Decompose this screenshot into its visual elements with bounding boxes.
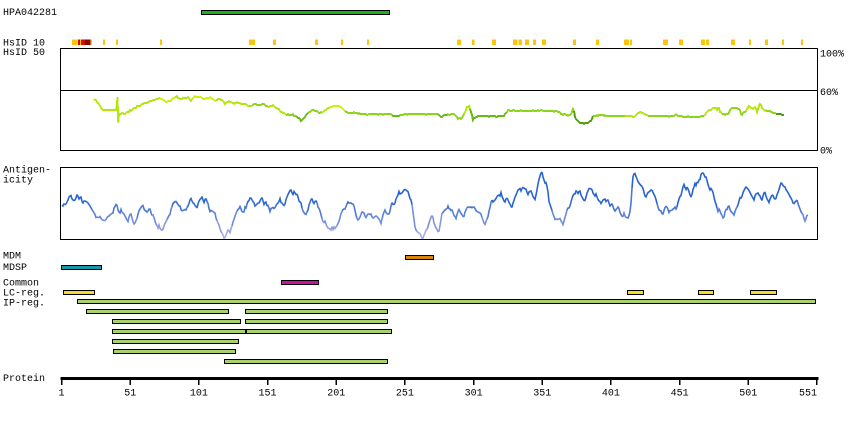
svg-text:Antigen-: Antigen- <box>3 165 51 177</box>
svg-text:HPA042281: HPA042281 <box>3 8 57 19</box>
svg-text:MDSP: MDSP <box>3 263 27 274</box>
svg-text:1: 1 <box>58 389 64 400</box>
svg-text:Protein: Protein <box>3 373 45 385</box>
svg-text:251: 251 <box>396 389 414 400</box>
svg-text:101: 101 <box>190 389 208 400</box>
svg-text:551: 551 <box>799 389 817 400</box>
svg-text:351: 351 <box>533 389 551 400</box>
svg-text:201: 201 <box>327 389 345 400</box>
svg-text:451: 451 <box>671 389 689 400</box>
svg-text:301: 301 <box>465 389 483 400</box>
svg-text:0%: 0% <box>820 147 832 158</box>
svg-text:HsID 50: HsID 50 <box>3 48 45 59</box>
svg-text:501: 501 <box>739 389 757 400</box>
svg-text:100%: 100% <box>820 50 844 61</box>
svg-text:401: 401 <box>602 389 620 400</box>
svg-text:Common: Common <box>3 279 39 290</box>
svg-text:HsID 10: HsID 10 <box>3 39 45 50</box>
svg-text:IP-reg.: IP-reg. <box>3 299 45 310</box>
svg-text:151: 151 <box>258 389 276 400</box>
svg-text:icity: icity <box>3 175 33 187</box>
svg-text:LC-reg.: LC-reg. <box>3 289 45 300</box>
svg-text:MDM: MDM <box>3 252 21 263</box>
svg-text:51: 51 <box>124 389 136 400</box>
svg-text:60%: 60% <box>820 88 838 99</box>
